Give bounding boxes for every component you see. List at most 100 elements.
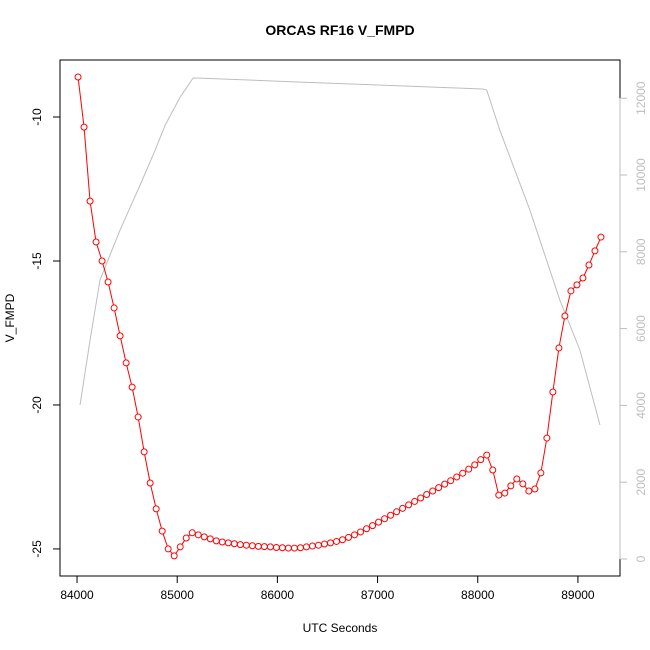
- x-tick-label: 88000: [461, 588, 495, 602]
- data-point: [308, 542, 316, 550]
- data-point: [272, 543, 280, 551]
- y2-tick-label: 0: [634, 555, 648, 562]
- data-point: [375, 518, 383, 526]
- data-point: [170, 552, 178, 560]
- data-point: [188, 529, 196, 537]
- data-point: [242, 541, 250, 549]
- data-point: [441, 480, 449, 488]
- data-point: [260, 543, 268, 551]
- data-point: [236, 541, 244, 549]
- data-point: [266, 543, 274, 551]
- data-point: [230, 540, 238, 548]
- data-point: [104, 278, 112, 286]
- x-tick-label: 86000: [261, 588, 295, 602]
- data-point: [453, 473, 461, 481]
- x-tick-label: 89000: [561, 588, 595, 602]
- data-point: [182, 534, 190, 542]
- data-point: [98, 257, 106, 265]
- data-point: [501, 489, 509, 497]
- data-point: [567, 287, 575, 295]
- data-point: [194, 531, 202, 539]
- data-point: [387, 511, 395, 519]
- data-point: [369, 522, 377, 530]
- data-point: [146, 479, 154, 487]
- data-point: [585, 261, 593, 269]
- x-tick-label: 84000: [60, 588, 94, 602]
- data-point: [339, 536, 347, 544]
- data-point: [411, 497, 419, 505]
- data-point: [345, 533, 353, 541]
- x-axis-label: UTC Seconds: [303, 621, 378, 635]
- data-point: [597, 233, 605, 241]
- data-point: [381, 515, 389, 523]
- x-tick-label: 87000: [361, 588, 395, 602]
- x-tick-label: 85000: [161, 588, 195, 602]
- data-point: [513, 475, 521, 483]
- data-point: [320, 540, 328, 548]
- data-point: [224, 539, 232, 547]
- data-point: [471, 461, 479, 469]
- data-point: [314, 541, 322, 549]
- y-axis-label: V_FMPD: [3, 293, 17, 342]
- data-point: [284, 544, 292, 552]
- y-tick-label: -25: [30, 540, 44, 558]
- data-point: [332, 537, 340, 545]
- data-point: [399, 504, 407, 512]
- data-point: [116, 332, 124, 340]
- data-point: [152, 505, 160, 513]
- data-point: [465, 465, 473, 473]
- y-tick-label: -15: [30, 252, 44, 270]
- data-point: [423, 491, 431, 499]
- data-point: [393, 508, 401, 516]
- data-point: [591, 247, 599, 255]
- chart-title: ORCAS RF16 V_FMPD: [265, 22, 414, 38]
- data-point: [561, 312, 569, 320]
- data-point: [92, 238, 100, 246]
- y2-tick-label: 8000: [634, 238, 648, 265]
- data-point: [519, 480, 527, 488]
- data-point: [447, 477, 455, 485]
- data-point: [80, 123, 88, 131]
- y2-tick-label: 6000: [634, 315, 648, 342]
- data-point: [86, 197, 94, 205]
- y-tick-label: -20: [30, 396, 44, 414]
- data-point: [248, 542, 256, 550]
- data-point: [74, 73, 82, 81]
- data-point: [110, 304, 118, 312]
- y-tick-label: -10: [30, 108, 44, 126]
- data-point: [290, 544, 298, 552]
- data-point: [206, 535, 214, 543]
- data-point: [326, 539, 334, 547]
- data-point: [483, 451, 491, 459]
- plot-frame: [59, 59, 621, 577]
- data-point: [555, 344, 563, 352]
- data-point: [531, 485, 539, 493]
- y2-tick-label: 10000: [634, 158, 648, 192]
- data-point: [200, 533, 208, 541]
- data-point: [218, 538, 226, 546]
- series-line: [79, 77, 601, 426]
- data-point: [254, 542, 262, 550]
- y2-tick-label: 4000: [634, 392, 648, 419]
- data-point: [212, 537, 220, 545]
- data-point: [429, 487, 437, 495]
- data-point: [435, 484, 443, 492]
- data-point: [158, 527, 166, 535]
- data-point: [357, 528, 365, 536]
- data-point: [140, 448, 148, 456]
- data-point: [537, 469, 545, 477]
- data-point: [477, 456, 485, 464]
- data-point: [363, 525, 371, 533]
- data-point: [495, 491, 503, 499]
- data-point: [549, 388, 557, 396]
- data-point: [134, 413, 142, 421]
- data-point: [122, 359, 130, 367]
- data-point: [489, 466, 497, 474]
- data-point: [417, 494, 425, 502]
- data-point: [296, 544, 304, 552]
- data-point: [128, 383, 136, 391]
- data-point: [278, 544, 286, 552]
- data-point: [302, 543, 310, 551]
